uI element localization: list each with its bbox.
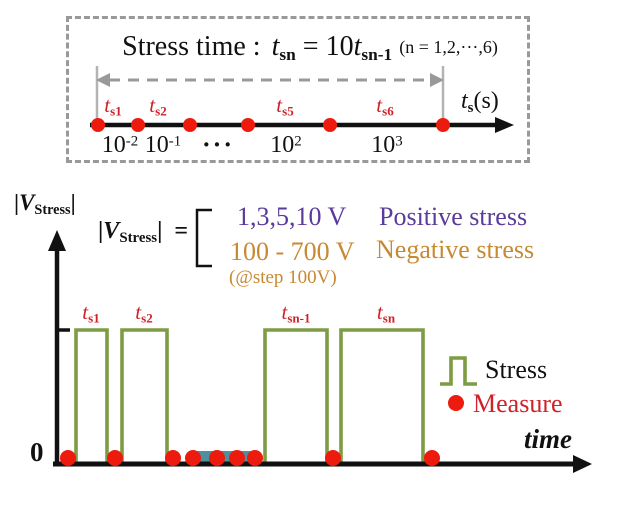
timeline-point-dot bbox=[91, 118, 105, 132]
stress-pulse bbox=[263, 328, 329, 462]
measure-dot bbox=[325, 450, 341, 466]
timeline-point-dot bbox=[323, 118, 337, 132]
measure-dot bbox=[209, 450, 225, 466]
tick-label-1e-2: 10-2 bbox=[101, 132, 139, 158]
time-axis-arrowhead bbox=[573, 455, 592, 473]
title-t1-sub: sn bbox=[279, 44, 296, 64]
pulse-label-tsn: tsn bbox=[376, 300, 396, 326]
segment-label-ts1: ts1 bbox=[104, 93, 122, 119]
positive-values-text: 1,3,5,10 V bbox=[237, 202, 347, 231]
pulse-label-ts1: ts1 bbox=[82, 300, 100, 326]
span-arrow-head-right bbox=[430, 73, 444, 87]
legend-measure-dot-icon bbox=[448, 395, 464, 411]
measure-dot bbox=[107, 450, 123, 466]
measure-dot bbox=[185, 450, 201, 466]
measure-dot bbox=[60, 450, 76, 466]
segment-label-ts2: ts2 bbox=[149, 93, 167, 119]
stress-pulse bbox=[120, 328, 169, 462]
timeline-dots bbox=[91, 118, 450, 132]
ts-axis-arrowhead bbox=[495, 117, 514, 133]
span-arrow-head-left bbox=[96, 73, 110, 87]
measure-dot bbox=[229, 450, 245, 466]
title-main: Stress time : bbox=[122, 31, 261, 62]
ts-axis-label: ts(s) bbox=[461, 88, 499, 117]
title-t2: t bbox=[353, 31, 362, 62]
stress-time-title: Stress time : tsn = 10tsn-1 (n = 1,2,···… bbox=[90, 31, 530, 65]
negative-label-text: Negative stress bbox=[376, 235, 535, 264]
vstress-axis-label: |VStress| bbox=[14, 190, 76, 218]
tick-label-1e3: 103 bbox=[371, 132, 403, 158]
segment-label-ts5: ts5 bbox=[276, 93, 294, 119]
origin-label: 0 bbox=[30, 437, 44, 467]
time-axis-label: time bbox=[524, 424, 572, 454]
measure-dot bbox=[424, 450, 440, 466]
tick-label-1e-1: 10-1 bbox=[144, 132, 182, 158]
timeline-point-dot bbox=[183, 118, 197, 132]
title-mid: = 10 bbox=[302, 31, 354, 62]
y-axis-arrowhead bbox=[48, 230, 66, 251]
title-note: (n = 1,2,···,6) bbox=[399, 36, 498, 57]
pulse-label-ts2: ts2 bbox=[135, 300, 153, 326]
segment-label-ts6: ts6 bbox=[376, 93, 394, 119]
stress-pulse bbox=[339, 328, 425, 462]
title-t2-sub: sn-1 bbox=[361, 44, 393, 64]
stress-time-box bbox=[66, 16, 530, 163]
formula-bracket bbox=[195, 208, 212, 268]
measure-dot bbox=[247, 450, 263, 466]
title-t1: t bbox=[271, 31, 280, 62]
tick-label-1e2: 102 bbox=[270, 132, 302, 158]
legend-stress-label: Stress bbox=[485, 355, 548, 384]
measure-dot bbox=[165, 450, 181, 466]
legend-measure-label: Measure bbox=[473, 389, 563, 418]
timeline-point-dot bbox=[436, 118, 450, 132]
timeline-point-dot bbox=[131, 118, 145, 132]
tick-label-ellipsis: ··· bbox=[201, 130, 235, 159]
measure-dots bbox=[60, 450, 440, 466]
negative-step-text: (@step 100V) bbox=[229, 267, 337, 288]
pulse-label-tsn-1: tsn-1 bbox=[281, 300, 311, 326]
stress-pulses bbox=[74, 328, 425, 462]
stress-pulse bbox=[74, 328, 109, 462]
negative-values-text: 100 - 700 V bbox=[230, 237, 355, 266]
timeline-point-dot bbox=[241, 118, 255, 132]
ellipsis-bar bbox=[195, 451, 255, 462]
legend-stress-pulse-icon bbox=[440, 356, 477, 386]
vstress-formula-lhs: |VStress| = bbox=[98, 218, 189, 247]
positive-label-text: Positive stress bbox=[379, 202, 528, 231]
